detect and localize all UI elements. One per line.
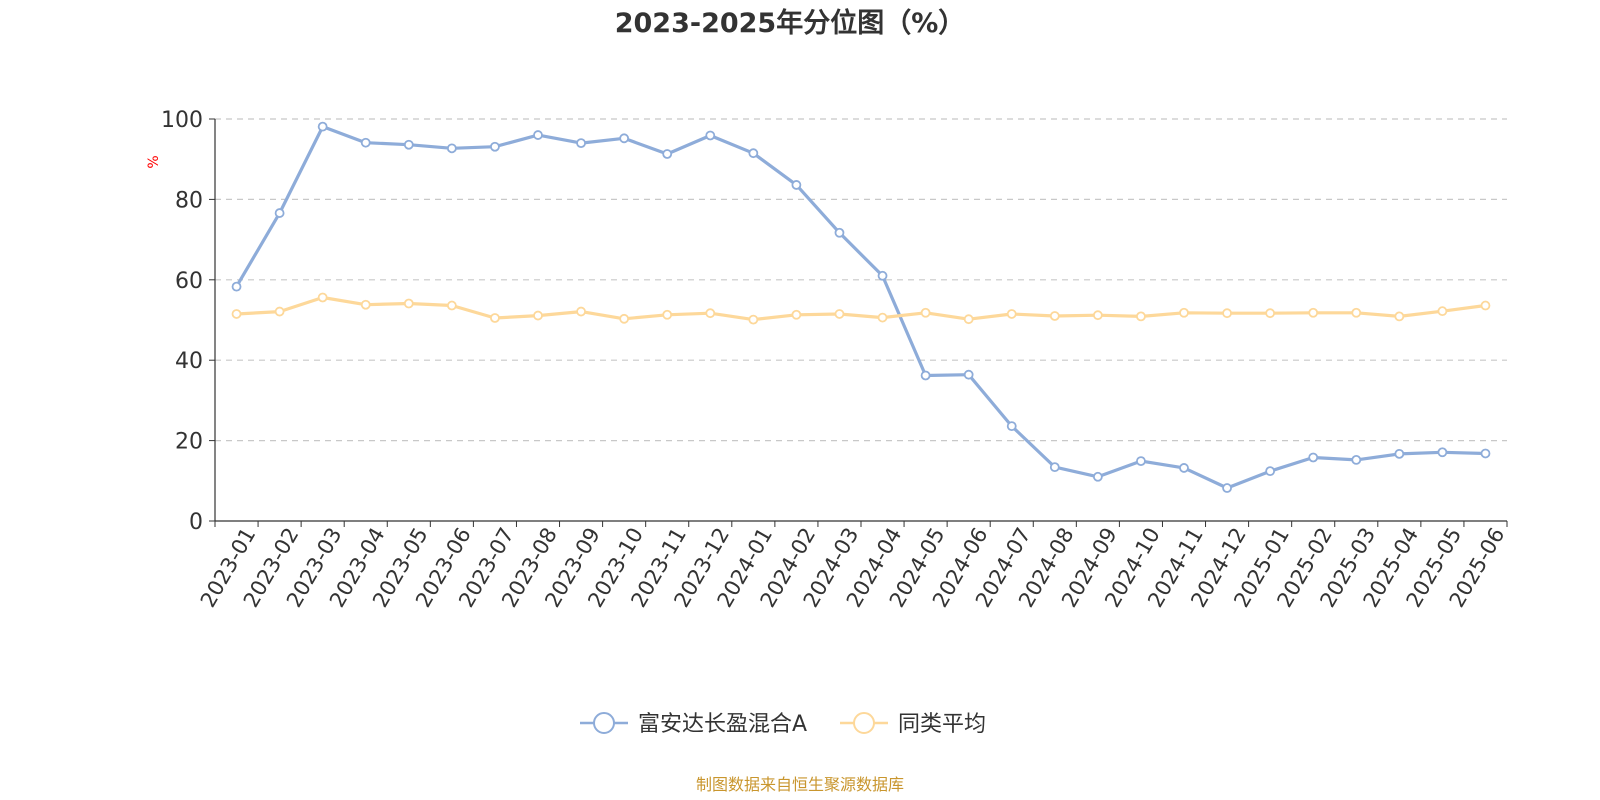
data-point	[1136, 456, 1146, 467]
data-point	[490, 313, 500, 323]
series-1	[231, 292, 1491, 325]
y-tick-label: 40	[175, 349, 203, 374]
series-line	[234, 295, 1488, 322]
legend-label: 同类平均	[898, 712, 986, 737]
y-tick-label: 60	[175, 269, 203, 294]
data-point	[403, 139, 414, 150]
data-point	[1049, 311, 1060, 321]
legend-item-1[interactable]: 同类平均	[840, 712, 986, 737]
chart-title: 2023-2025年分位图（%）	[615, 7, 966, 39]
data-point	[1437, 447, 1448, 458]
data-point	[576, 138, 586, 149]
data-point	[1437, 306, 1448, 317]
data-point	[963, 369, 974, 380]
data-point	[1092, 471, 1103, 482]
data-point	[1136, 311, 1146, 322]
data-point	[705, 130, 716, 141]
data-point	[490, 141, 500, 152]
y-tick-labels: 0 20 40 60 80 100	[161, 108, 203, 535]
data-point	[748, 148, 759, 159]
data-point	[1179, 307, 1189, 318]
data-point	[446, 300, 457, 311]
data-point	[274, 208, 285, 218]
data-point	[834, 227, 845, 238]
legend-marker	[593, 712, 615, 734]
data-point	[705, 308, 716, 319]
data-point	[920, 307, 931, 318]
data-point	[1006, 421, 1017, 432]
series-0	[231, 121, 1491, 493]
data-point	[963, 314, 974, 325]
data-point	[877, 270, 888, 281]
legend-marker	[853, 712, 875, 734]
data-point	[1006, 309, 1017, 319]
grid-lines	[215, 118, 1507, 442]
data-point	[231, 309, 242, 319]
series-line	[234, 124, 1488, 490]
data-point	[317, 292, 328, 303]
data-source-note: 制图数据来自恒生聚源数据库	[696, 775, 904, 794]
data-point	[1265, 308, 1276, 319]
legend-label: 富安达长盈混合A	[638, 712, 807, 737]
data-point	[576, 306, 586, 317]
data-point	[360, 137, 371, 148]
data-point	[662, 309, 673, 320]
data-point	[317, 121, 328, 132]
data-point	[748, 314, 759, 325]
data-point	[1351, 454, 1362, 465]
data-point	[1480, 448, 1491, 459]
data-point	[1394, 311, 1405, 322]
data-point	[1222, 308, 1232, 319]
data-point	[1179, 463, 1189, 473]
data-point	[231, 281, 242, 292]
data-point	[1308, 307, 1319, 318]
data-point	[1480, 300, 1491, 311]
legend[interactable]: 富安达长盈混合A 同类平均	[580, 712, 986, 737]
legend-item-0[interactable]: 富安达长盈混合A	[580, 712, 807, 737]
data-point	[619, 313, 630, 324]
y-axis-label: %	[146, 155, 162, 168]
data-point	[1351, 307, 1362, 318]
data-point	[1222, 483, 1232, 493]
data-point	[834, 309, 845, 319]
data-point	[1308, 452, 1319, 463]
data-point	[1394, 448, 1405, 459]
data-point	[403, 298, 414, 309]
data-point	[791, 180, 802, 190]
y-tick-label: 80	[175, 188, 203, 213]
data-point	[446, 143, 457, 154]
axes	[209, 118, 1508, 527]
data-point	[1265, 466, 1276, 477]
x-tick-labels: 2023-012023-022023-032023-042023-052023-…	[196, 523, 1510, 611]
data-point	[360, 299, 371, 310]
data-point	[533, 310, 543, 321]
data-point	[920, 370, 931, 381]
data-point	[662, 149, 673, 159]
data-point	[791, 309, 802, 320]
data-point	[877, 312, 888, 323]
data-point	[274, 306, 285, 317]
y-tick-label: 0	[189, 510, 203, 535]
y-tick-label: 100	[161, 108, 203, 133]
data-point	[619, 133, 630, 144]
data-point	[1092, 310, 1103, 321]
series-layer	[231, 121, 1491, 493]
data-point	[533, 130, 543, 140]
data-point	[1049, 462, 1060, 473]
y-tick-label: 20	[175, 430, 203, 455]
